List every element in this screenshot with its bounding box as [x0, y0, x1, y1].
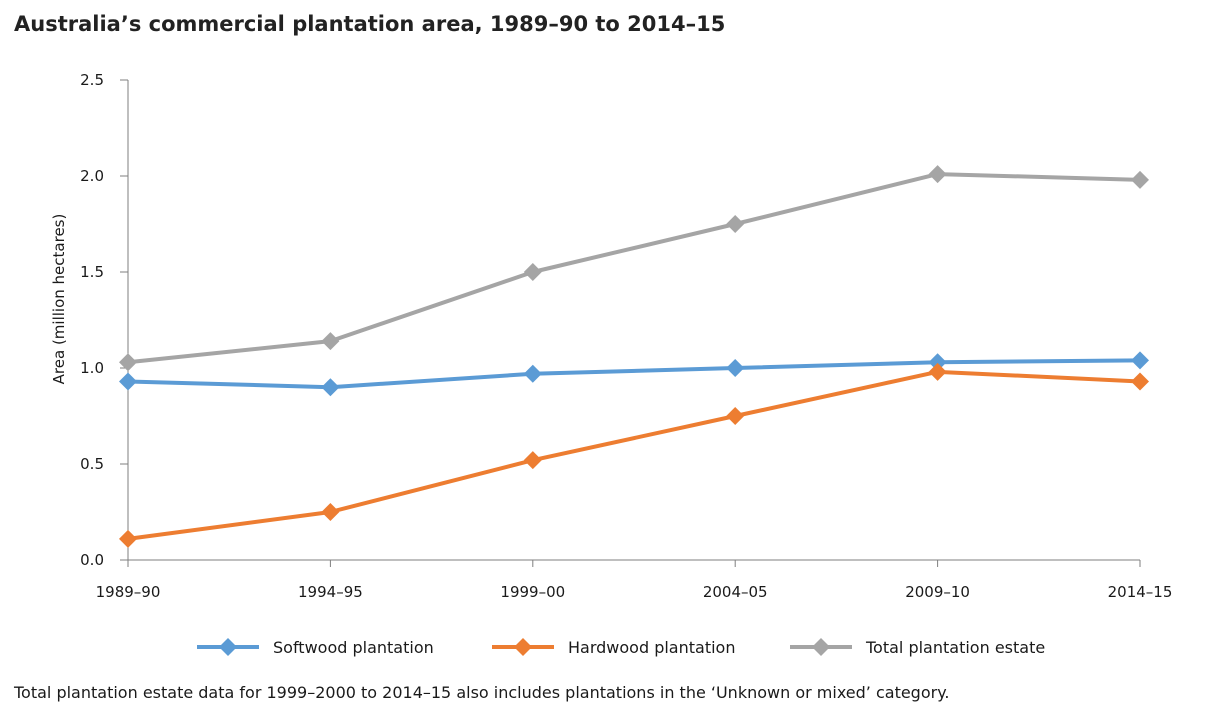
data-point-marker [523, 364, 542, 383]
data-point-marker [726, 215, 745, 233]
legend-item: Hardwood plantation [492, 638, 735, 657]
series-line [126, 172, 1142, 365]
series-softwood-plantation [119, 351, 1149, 397]
line-chart: 0.0 0.5 1.0 1.5 2.0 2.5 1989–90 1994–95 1999–00… [50, 71, 1173, 657]
data-point-marker [1131, 351, 1149, 370]
data-point-marker [1131, 170, 1149, 189]
y-tick-label: 2.0 [80, 167, 104, 185]
legend-marker [514, 638, 532, 656]
x-tick-label: 2004–05 [703, 583, 768, 601]
x-tick-label: 1989–90 [96, 583, 161, 601]
chart-footnote: Total plantation estate data for 1999–20… [14, 683, 950, 702]
y-axis-title: Area (million hectares) [50, 214, 68, 385]
data-point-marker [321, 332, 340, 351]
data-point-marker [321, 378, 340, 397]
y-axis: 0.0 0.5 1.0 1.5 2.0 2.5 [80, 71, 129, 569]
data-point-marker [928, 165, 947, 184]
series-layer [119, 165, 1149, 548]
y-tick-label: 0.5 [80, 455, 104, 473]
legend-marker [219, 638, 237, 656]
x-axis: 1989–90 1994–95 1999–00 2004–05 2009–10 2014–… [96, 559, 1173, 601]
data-point-marker [321, 503, 340, 521]
x-tick-label: 2009–10 [905, 583, 970, 601]
y-tick-label: 2.5 [80, 71, 104, 89]
y-tick-label: 0.0 [80, 551, 104, 569]
data-point-marker [119, 372, 137, 391]
series-line [126, 358, 1142, 390]
data-point-marker [523, 451, 542, 470]
series-hardwood-plantation [119, 362, 1149, 548]
data-point-marker [1131, 372, 1149, 391]
data-point-marker [928, 353, 947, 372]
y-tick-label: 1.0 [80, 359, 104, 377]
data-point-marker [726, 359, 745, 377]
legend-marker [812, 638, 830, 656]
x-tick-label: 1994–95 [298, 583, 363, 601]
legend-item: Total plantation estate [790, 638, 1045, 657]
legend-label: Hardwood plantation [568, 638, 735, 657]
data-point-marker [119, 353, 137, 372]
data-point-marker [523, 263, 542, 281]
series-line [126, 369, 1142, 541]
series-total-plantation-estate [119, 165, 1149, 372]
data-point-marker [928, 362, 947, 381]
data-point-marker [726, 407, 745, 425]
x-tick-label: 2014–15 [1108, 583, 1173, 601]
x-tick-label: 1999–00 [500, 583, 565, 601]
y-tick-label: 1.5 [80, 263, 104, 281]
legend: Softwood plantation Hardwood plantation To… [197, 638, 1045, 657]
data-point-marker [119, 529, 137, 548]
legend-label: Total plantation estate [865, 638, 1045, 657]
legend-item: Softwood plantation [197, 638, 434, 657]
legend-label: Softwood plantation [273, 638, 434, 657]
chart-title: Australia’s commercial plantation area, … [14, 12, 726, 36]
